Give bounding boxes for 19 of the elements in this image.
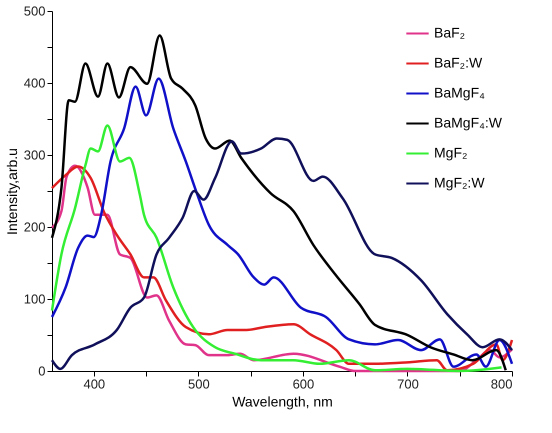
x-tick-label: 500 bbox=[188, 376, 210, 392]
y-axis-title: Intensity,arb.u bbox=[4, 148, 20, 235]
x-tick-label: 700 bbox=[397, 376, 419, 392]
y-tick-label: 500 bbox=[24, 4, 46, 18]
x-tick-label: 600 bbox=[292, 376, 314, 392]
y-tick-label: 100 bbox=[24, 292, 46, 306]
x-tick-label: 400 bbox=[83, 376, 106, 392]
x-tick-label: 800 bbox=[490, 376, 512, 392]
y-tick-label: 200 bbox=[24, 220, 46, 234]
y-tick-label: 0 bbox=[38, 364, 46, 378]
y-tick-label: 400 bbox=[24, 76, 46, 90]
legend-label: BaF₂:W bbox=[434, 54, 483, 70]
legend-label: BaMgF₄:W bbox=[434, 114, 503, 130]
x-axis-title: Wavelength, nm bbox=[232, 394, 333, 410]
legend-label: MgF₂ bbox=[434, 144, 468, 160]
legend-label: BaMgF₄ bbox=[434, 84, 486, 100]
legend-label: MgF₂:W bbox=[434, 174, 486, 190]
y-tick-label: 300 bbox=[24, 148, 46, 162]
legend-label: BaF₂ bbox=[434, 24, 466, 40]
